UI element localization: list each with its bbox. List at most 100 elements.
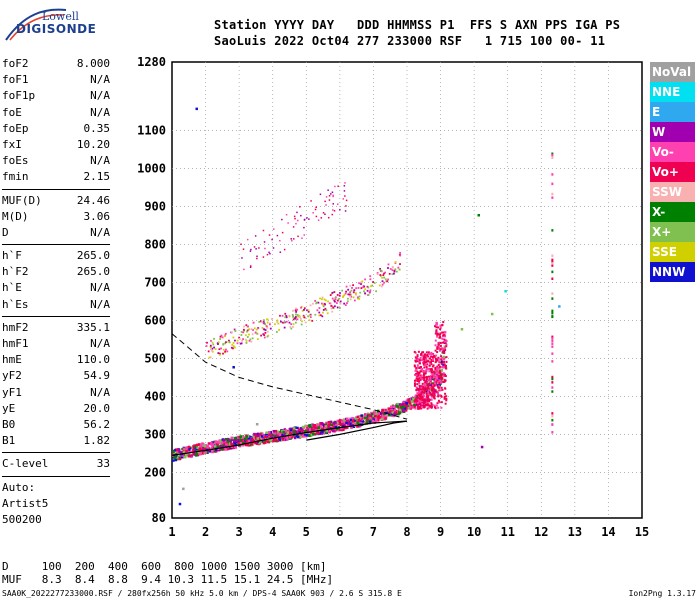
echo-point [253, 246, 256, 248]
echo-point [228, 339, 230, 342]
echo-point [262, 333, 265, 336]
echo-point [255, 442, 259, 445]
echo-point [397, 412, 400, 416]
param-name: h`Es [2, 297, 29, 311]
echo-point [387, 267, 389, 269]
echo-point [440, 362, 443, 365]
echo-point [308, 218, 310, 220]
echo-point [427, 393, 430, 396]
echo-point [358, 416, 361, 419]
echo-point [403, 407, 407, 410]
echo-point [441, 341, 444, 344]
echo-point [318, 311, 321, 314]
echo-point [178, 457, 181, 461]
echo-point [224, 332, 227, 335]
x-tick-label: 13 [568, 525, 582, 539]
echo-point [400, 410, 404, 414]
echo-point [330, 307, 333, 310]
echo-point [421, 401, 424, 404]
echo-point [413, 406, 416, 409]
echo-point [444, 375, 447, 378]
echo-point [340, 427, 343, 430]
echo-point [232, 345, 235, 348]
echo-point [341, 419, 344, 422]
echo-point [220, 441, 224, 445]
echo-point [324, 307, 327, 310]
echo-point [377, 419, 380, 422]
param-value: N/A [90, 89, 110, 103]
echo-point [443, 363, 446, 366]
echo-point [266, 435, 269, 439]
echo-point [266, 253, 269, 256]
legend-item: X+ [650, 222, 695, 242]
echo-point [427, 383, 430, 386]
echo-point [429, 391, 432, 394]
echo-point [240, 334, 243, 336]
echo-point [278, 434, 282, 437]
echo-point [201, 444, 205, 447]
echo-point [207, 350, 210, 353]
echo-point [296, 308, 299, 311]
echo-point [192, 453, 196, 456]
footer-file-info: SAA0K_2022277233000.RSF / 280fx256h 50 k… [2, 589, 402, 598]
echo-point [295, 307, 297, 310]
echo-point [426, 394, 429, 397]
echo-point [265, 432, 269, 436]
echo-point [436, 365, 439, 368]
echo-point [387, 407, 391, 410]
echo-point [440, 406, 443, 409]
echo-point [297, 219, 299, 222]
echo-point [328, 199, 331, 201]
echo-point [324, 299, 327, 302]
echo-point [424, 401, 427, 404]
echo-point [391, 273, 394, 276]
echo-point [344, 210, 347, 212]
echo-point [206, 446, 209, 449]
echo-point [249, 265, 252, 267]
echo-point [295, 313, 297, 316]
param-value: 8.000 [76, 57, 110, 70]
echo-point [276, 234, 279, 237]
x-tick-label: 9 [437, 525, 444, 539]
echo-point [423, 383, 426, 386]
echo-point [418, 379, 421, 382]
echo-point [266, 330, 269, 333]
echo-point [184, 448, 188, 451]
echo-point [391, 269, 394, 272]
echo-point [187, 454, 191, 458]
echo-point [442, 355, 446, 359]
echo-point [352, 291, 355, 294]
echo-point [209, 442, 213, 445]
y-tick-label: 1280 [137, 55, 166, 69]
echo-point [428, 367, 431, 370]
echo-point [316, 424, 319, 427]
param-row: D N/A [2, 225, 110, 241]
echo-point [267, 334, 270, 337]
echo-point [381, 280, 384, 283]
echo-point [276, 321, 279, 323]
echo-point [408, 400, 411, 403]
echo-point [369, 275, 372, 278]
param-value: N/A [90, 73, 110, 87]
echo-point [306, 217, 308, 219]
echo-point [429, 383, 433, 387]
echo-point [183, 455, 186, 459]
echo-point [418, 372, 421, 375]
echo-point [228, 438, 231, 442]
echo-point [296, 211, 298, 214]
echo-point [278, 431, 281, 434]
echo-point [333, 210, 336, 212]
echo-point [427, 403, 430, 406]
legend-item: Vo+ [650, 162, 695, 182]
echo-point [208, 356, 211, 359]
echo-point [343, 294, 346, 297]
echo-point [428, 405, 431, 408]
echo-point [377, 415, 381, 418]
echo-point [460, 328, 464, 331]
param-value: 3.06 [83, 209, 111, 223]
echo-point [434, 368, 437, 371]
echo-point [416, 401, 420, 404]
echo-point [342, 296, 344, 298]
echo-point [441, 337, 444, 340]
